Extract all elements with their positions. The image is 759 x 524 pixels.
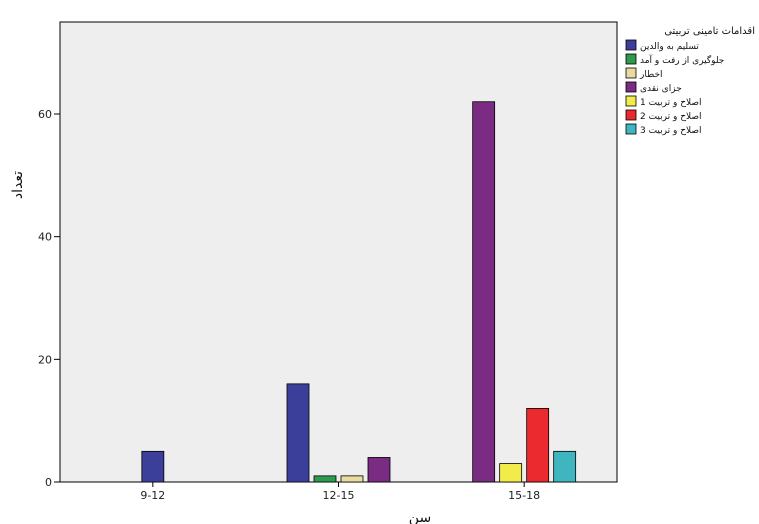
- legend-swatch: [625, 123, 637, 135]
- legend-label: اصلاح و تربیت 2: [640, 112, 702, 122]
- y-axis-title: تعداد: [10, 171, 26, 199]
- legend-swatch: [625, 39, 637, 51]
- bar-15-18-series-6: [526, 407, 550, 483]
- legend-title: اقدامات تامینی تربیتی: [664, 26, 755, 37]
- bar-9-12-series-1: [141, 450, 165, 483]
- y-tick-label: 0: [45, 476, 52, 489]
- bar-12-15-series-1: [286, 383, 310, 483]
- y-tick-label: 60: [38, 108, 52, 121]
- bar-15-18-series-7: [553, 450, 577, 483]
- y-axis: 0 20 40 60: [38, 108, 60, 489]
- legend-swatch: [625, 53, 637, 65]
- plot-area: [59, 21, 618, 483]
- x-axis-title: سن: [409, 510, 431, 524]
- bar-12-15-series-2: [313, 475, 337, 483]
- legend-swatch: [625, 95, 637, 107]
- legend-swatch: [625, 109, 637, 121]
- x-axis: 9-12 12-15 15-18: [140, 482, 540, 502]
- bar-15-18-series-4: [472, 101, 496, 483]
- y-tick-label: 40: [38, 231, 52, 244]
- bar-12-15-series-4: [367, 457, 391, 483]
- legend-label: اصلاح و تربیت 1: [640, 98, 702, 108]
- bars: [141, 101, 577, 483]
- legend-items: تسلیم به والدین جلوگیری از رفت و آمد اخطار…: [625, 39, 724, 136]
- legend-label: اخطار: [639, 70, 663, 80]
- x-tick-label: 9-12: [140, 489, 165, 502]
- legend-label: اصلاح و تربیت 3: [640, 126, 702, 136]
- legend-label: جزای نقدی: [640, 84, 682, 94]
- legend-label: جلوگیری از رفت و آمد: [640, 54, 724, 66]
- y-tick-label: 20: [38, 353, 52, 366]
- legend-label: تسلیم به والدین: [640, 42, 699, 52]
- bar-15-18-series-5: [499, 463, 523, 483]
- legend: اقدامات تامینی تربیتی تسلیم به والدین جلو…: [625, 26, 755, 136]
- bar-12-15-series-3: [340, 475, 364, 483]
- x-tick-label: 15-18: [508, 489, 540, 502]
- legend-swatch: [625, 67, 637, 79]
- legend-swatch: [625, 81, 637, 93]
- x-tick-label: 12-15: [323, 489, 355, 502]
